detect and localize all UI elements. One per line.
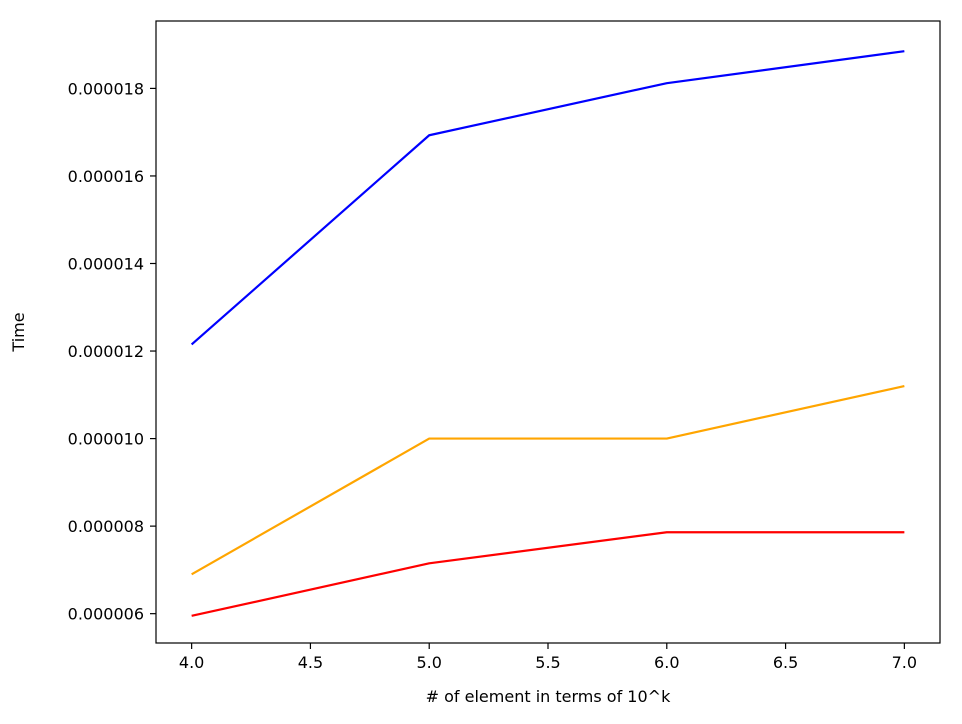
y-tick-label: 0.000018 [68, 79, 144, 98]
x-tick-label: 6.5 [773, 653, 798, 672]
x-tick-label: 5.0 [416, 653, 441, 672]
x-tick-label: 5.5 [535, 653, 560, 672]
series-line-2 [191, 384, 905, 576]
y-tick-label: 0.000006 [68, 605, 144, 624]
x-tick-label: 4.0 [179, 653, 204, 672]
y-tick-label: 0.000008 [68, 517, 144, 536]
x-tick-label: 4.5 [298, 653, 323, 672]
x-axis: 4.0 4.5 5.0 5.5 6.0 6.5 7.0 [179, 643, 917, 672]
plot-frame [155, 20, 941, 644]
y-axis: 0.000006 0.000008 0.000010 0.000012 0.000014… [68, 79, 156, 624]
y-tick-label: 0.000012 [68, 342, 144, 361]
series-line-1 [190, 50, 905, 346]
y-tick-label: 0.000014 [68, 254, 144, 273]
x-axis-label: # of element in terms of 10^k [426, 687, 671, 706]
series-group [190, 50, 905, 617]
y-axis-label: Time [9, 312, 28, 352]
series-line-3 [191, 531, 905, 617]
x-tick-label: 6.0 [654, 653, 679, 672]
x-tick-label: 7.0 [892, 653, 917, 672]
y-tick-label: 0.000016 [68, 167, 144, 186]
y-tick-label: 0.000010 [68, 430, 144, 449]
